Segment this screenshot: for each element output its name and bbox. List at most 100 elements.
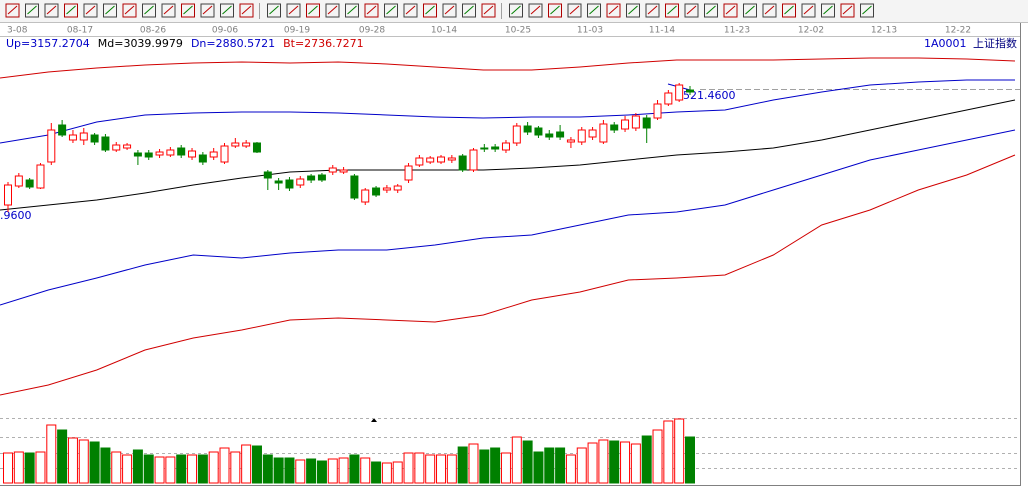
candle-body: [36, 164, 45, 189]
indicator-header: Up=3157.2704 Md=3039.9979 Dn=2880.5721 Bt=2…: [6, 37, 364, 50]
toolbar-button[interactable]: [528, 3, 543, 18]
toolbar-button[interactable]: [840, 3, 855, 18]
candle-body: [458, 155, 467, 171]
toolbar-button[interactable]: [83, 3, 98, 18]
toolbar-button[interactable]: [103, 3, 117, 18]
toolbar-button[interactable]: [403, 3, 418, 18]
toolbar-button[interactable]: [345, 3, 359, 18]
toolbar-button[interactable]: [782, 3, 796, 18]
candle-body: [686, 89, 694, 93]
candle-body: [642, 117, 651, 129]
candle-body: [47, 129, 56, 163]
date-label: 12-22: [945, 26, 971, 36]
toolbar-button[interactable]: [481, 3, 496, 18]
toolbar-button[interactable]: [442, 3, 457, 18]
toolbar-button[interactable]: [220, 3, 234, 18]
candle-body: [523, 125, 532, 133]
toolbar-button[interactable]: [384, 3, 398, 18]
toolbar-button[interactable]: [423, 3, 437, 18]
toolbar-button[interactable]: [364, 3, 379, 18]
icon-stroke: [327, 5, 338, 15]
volume-bar: [46, 424, 57, 484]
icon-stroke: [784, 5, 794, 15]
icon-frame: [306, 3, 320, 18]
toolbar-button[interactable]: [587, 3, 601, 18]
icon-stroke: [405, 5, 416, 15]
icon-frame: [5, 3, 20, 18]
toolbar-button[interactable]: [462, 3, 476, 18]
candle-body: [79, 132, 88, 141]
icon-stroke: [686, 5, 697, 15]
icon-frame: [723, 3, 738, 18]
candle-body: [339, 169, 348, 173]
volume-bar: [122, 454, 133, 484]
candle-body: [58, 124, 67, 136]
toolbar-button[interactable]: [723, 3, 738, 18]
volume-bar: [262, 454, 273, 484]
toolbar-button[interactable]: [64, 3, 78, 18]
candle-body: [25, 179, 34, 188]
icon-frame: [181, 3, 195, 18]
candle-body: [675, 84, 684, 101]
toolbar-button[interactable]: [181, 3, 195, 18]
candle-body: [545, 133, 554, 138]
toolbar-button[interactable]: [762, 3, 777, 18]
indicator-value: Bt=2736.7271: [283, 37, 364, 50]
icon-frame: [840, 3, 855, 18]
icon-frame: [267, 3, 281, 18]
icon-frame: [161, 3, 176, 18]
toolbar-button[interactable]: [626, 3, 640, 18]
volume-bar: [295, 459, 306, 484]
toolbar-button[interactable]: [25, 3, 39, 18]
toolbar-button[interactable]: [44, 3, 59, 18]
toolbar-button[interactable]: [606, 3, 621, 18]
toolbar-button[interactable]: [567, 3, 582, 18]
toolbar-button[interactable]: [684, 3, 699, 18]
toolbar-button[interactable]: [286, 3, 301, 18]
icon-stroke: [647, 5, 658, 15]
toolbar-button[interactable]: [267, 3, 281, 18]
candle-body: [307, 175, 316, 181]
candle-body: [501, 142, 510, 151]
toolbar-button[interactable]: [161, 3, 176, 18]
date-label: 11-14: [649, 26, 675, 36]
toolbar-button[interactable]: [5, 3, 20, 18]
toolbar-button[interactable]: [548, 3, 562, 18]
volume-bar: [78, 439, 89, 484]
indicator-value: Md=3039.9979: [98, 37, 183, 50]
toolbar-button[interactable]: [122, 3, 137, 18]
icon-frame: [626, 3, 640, 18]
toolbar-button[interactable]: [704, 3, 718, 18]
toolbar-button[interactable]: [860, 3, 874, 18]
toolbar-button[interactable]: [239, 3, 254, 18]
icon-frame: [239, 3, 254, 18]
toolbar-button[interactable]: [743, 3, 757, 18]
volume-bar: [327, 458, 338, 484]
toolbar-button[interactable]: [306, 3, 320, 18]
toolbar-button[interactable]: [200, 3, 215, 18]
volume-bar: [306, 458, 317, 484]
icon-stroke: [144, 5, 154, 15]
toolbar-button[interactable]: [325, 3, 340, 18]
toolbar-button[interactable]: [665, 3, 679, 18]
candle-body: [437, 156, 446, 163]
toolbar-button[interactable]: [801, 3, 816, 18]
icon-stroke: [347, 5, 357, 15]
volume-bar: [3, 452, 13, 484]
candle-body: [220, 145, 229, 163]
toolbar-button[interactable]: [645, 3, 660, 18]
toolbar-button[interactable]: [821, 3, 835, 18]
candle-body: [566, 139, 575, 143]
toolbar-button[interactable]: [509, 3, 523, 18]
candle-body: [101, 136, 110, 151]
icon-stroke: [105, 5, 115, 15]
volume-bar: [251, 445, 262, 484]
icon-frame: [442, 3, 457, 18]
toolbar-button[interactable]: [142, 3, 156, 18]
icon-stroke: [46, 5, 57, 15]
date-label: 08-17: [67, 26, 93, 36]
candle-body: [90, 134, 99, 143]
icon-frame: [220, 3, 234, 18]
candle-body: [556, 131, 565, 138]
icon-frame: [665, 3, 679, 18]
